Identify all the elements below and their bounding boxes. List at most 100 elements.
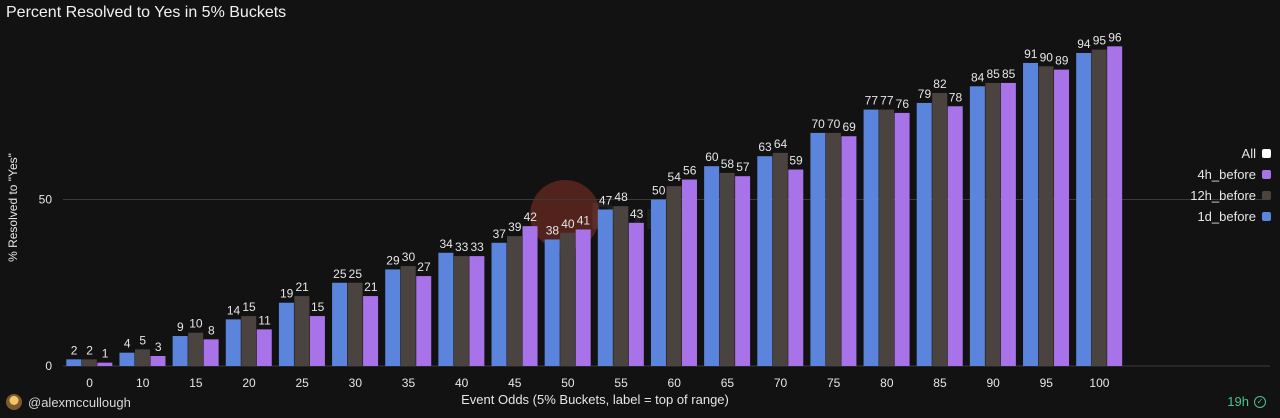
bar-4h_before-95 [1054,69,1070,366]
bar-1d_before-85 [916,102,932,367]
bar-12h_before-15 [188,332,204,366]
data-label-4h_before-100: 96 [1108,30,1122,44]
bar-1d_before-65 [704,166,720,366]
legend-swatch-12h_before [1262,191,1271,200]
data-label-4h_before-0: 1 [102,347,109,361]
data-label-4h_before-65: 57 [736,160,750,174]
x-tick-label-60: 60 [668,376,682,390]
x-tick-label-85: 85 [933,376,947,390]
bar-12h_before-25 [294,296,310,366]
data-label-4h_before-35: 27 [417,260,431,274]
x-tick-label-40: 40 [455,376,469,390]
data-label-12h_before-60: 54 [668,170,682,184]
data-label-12h_before-35: 30 [402,250,416,264]
x-tick-label-65: 65 [721,376,735,390]
data-label-12h_before-15: 10 [189,317,203,331]
data-label-1d_before-0: 2 [71,343,78,357]
bar-12h_before-85 [932,92,948,366]
author-link[interactable]: @alexmccullough [6,394,131,410]
data-label-4h_before-20: 11 [258,313,271,327]
data-label-1d_before-25: 19 [280,287,294,301]
data-label-12h_before-10: 5 [139,333,146,347]
chart-title: Percent Resolved to Yes in 5% Buckets [6,4,287,21]
bar-4h_before-20 [256,329,272,366]
x-tick-label-50: 50 [561,376,575,390]
bar-1d_before-50 [544,239,560,366]
bar-4h_before-100 [1107,46,1123,366]
data-label-4h_before-10: 3 [155,340,162,354]
data-label-1d_before-80: 77 [865,94,879,108]
bar-12h_before-55 [613,206,629,366]
bar-4h_before-90 [1000,82,1016,366]
bar-4h_before-85 [947,106,963,366]
x-tick-label-20: 20 [242,376,256,390]
data-label-4h_before-25: 15 [311,300,325,314]
x-tick-label-55: 55 [614,376,628,390]
bar-12h_before-70 [772,152,788,366]
data-label-1d_before-20: 14 [227,303,241,317]
data-label-12h_before-50: 40 [561,217,575,231]
legend-label-12h_before: 12h_before [1190,188,1256,203]
x-tick-label-0: 0 [86,376,93,390]
x-tick-label-15: 15 [189,376,203,390]
data-label-12h_before-85: 82 [933,77,947,91]
data-label-4h_before-50: 41 [577,213,591,227]
bar-12h_before-60 [666,186,682,366]
legend-label-4h_before: 4h_before [1197,167,1256,182]
data-label-1d_before-15: 9 [177,320,184,334]
data-label-1d_before-10: 4 [124,337,131,351]
x-tick-label-70: 70 [774,376,788,390]
check-circle-icon: ✓ [1254,395,1266,408]
x-tick-label-90: 90 [986,376,1000,390]
bar-12h_before-20 [241,316,257,366]
bar-12h_before-10 [134,349,150,366]
data-label-1d_before-50: 38 [546,223,560,237]
bar-1d_before-55 [597,209,613,366]
data-label-1d_before-60: 50 [652,184,666,198]
data-label-1d_before-35: 29 [386,253,400,267]
legend-label-1d_before: 1d_before [1197,209,1256,224]
legend-label-all: All [1242,146,1257,161]
data-label-4h_before-15: 8 [208,323,215,337]
data-label-4h_before-30: 21 [364,280,378,294]
data-label-1d_before-30: 25 [333,267,347,281]
data-label-1d_before-90: 84 [971,70,985,84]
x-axis-label: Event Odds (5% Buckets, label = top of r… [461,392,729,407]
updated-time: 19h [1227,394,1249,409]
data-label-12h_before-20: 15 [242,300,256,314]
bar-4h_before-35 [416,276,432,366]
data-label-12h_before-45: 39 [508,220,522,234]
data-label-1d_before-100: 94 [1077,37,1091,51]
bar-4h_before-45 [522,226,538,366]
data-label-12h_before-40: 33 [455,240,469,254]
bar-4h_before-65 [735,176,751,366]
data-label-12h_before-90: 85 [986,67,1000,81]
bar-1d_before-30 [332,282,348,366]
bar-12h_before-75 [825,132,841,366]
data-label-1d_before-40: 34 [439,237,453,251]
bar-4h_before-30 [363,296,379,366]
data-label-12h_before-55: 48 [614,190,628,204]
refresh-status[interactable]: 19h ✓ [1227,394,1266,409]
y-axis-label: % Resolved to "Yes" [6,153,20,262]
bar-1d_before-100 [1076,52,1092,366]
bar-1d_before-35 [385,269,401,366]
bar-4h_before-75 [841,136,857,366]
data-label-1d_before-45: 37 [493,227,507,241]
data-label-1d_before-65: 60 [705,150,719,164]
data-label-12h_before-80: 77 [880,94,894,108]
bar-4h_before-70 [788,169,804,366]
x-tick-label-45: 45 [508,376,522,390]
data-label-4h_before-95: 89 [1055,54,1069,68]
data-label-4h_before-70: 59 [789,154,803,168]
data-label-1d_before-75: 70 [811,117,825,131]
bar-12h_before-50 [560,232,576,366]
bar-4h_before-80 [894,112,910,366]
bar-12h_before-65 [719,172,735,366]
data-label-12h_before-30: 25 [349,267,363,281]
legend-swatch-1d_before [1262,212,1271,221]
bar-1d_before-75 [810,132,826,366]
data-label-1d_before-55: 47 [599,193,613,207]
x-tick-label-25: 25 [295,376,309,390]
